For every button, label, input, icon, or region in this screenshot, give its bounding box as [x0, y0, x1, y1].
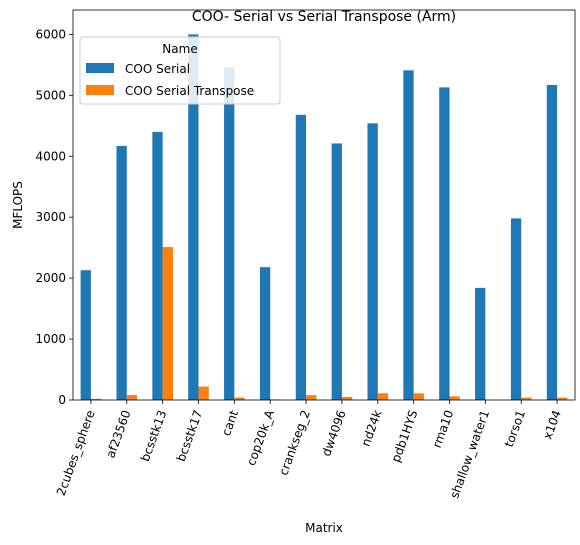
- y-tick-label: 2000: [35, 271, 66, 285]
- x-tick-label: 2cubes_sphere: [54, 408, 98, 497]
- x-tick-label: nd24k: [359, 408, 385, 448]
- y-tick-label: 3000: [35, 210, 66, 224]
- bar-coo-serial-transpose-bcsstk13: [162, 247, 173, 400]
- bar-coo-serial-transpose-rma10: [449, 396, 460, 400]
- y-tick-label: 1000: [35, 332, 66, 346]
- y-tick-label: 4000: [35, 149, 66, 163]
- bar-coo-serial-bcsstk13: [152, 131, 163, 400]
- bar-coo-serial-x104: [546, 84, 558, 400]
- x-tick-label: cant: [219, 408, 241, 438]
- bar-coo-serial-transpose-2cubes-sphere: [90, 398, 102, 400]
- bar-coo-serial-transpose-x104: [557, 397, 568, 400]
- bars: [80, 34, 568, 400]
- bar-coo-serial-transpose-af23560: [126, 395, 138, 400]
- bar-coo-serial-transpose-dw4096: [341, 396, 353, 400]
- y-axis: 0 1000 2000 3000 4000 5000 6000: [35, 27, 73, 407]
- chart-title: COO- Serial vs Serial Transpose (Arm): [192, 9, 456, 25]
- plot-frame: [72, 9, 576, 401]
- bar-coo-serial-transpose-pdb1hys: [413, 393, 424, 400]
- x-tick-label: dw4096: [319, 408, 349, 458]
- bar-coo-serial-dw4096: [331, 143, 342, 400]
- legend-label-coo-serial-transpose: COO Serial Transpose: [125, 84, 254, 98]
- x-tick-label: shallow_water1: [447, 408, 492, 500]
- x-tick-label: bcsstk13: [138, 408, 170, 463]
- x-tick-label: torso1: [502, 408, 528, 449]
- bar-coo-serial-transpose-nd24k: [377, 393, 389, 400]
- x-tick-label: af23560: [103, 408, 133, 460]
- bar-coo-serial-cant: [224, 67, 235, 400]
- legend: Name COO Serial COO Serial Transpose: [79, 36, 281, 105]
- x-axis: 2cubes_sphere af23560 bcsstk13 bcsstk17 cant…: [54, 400, 564, 500]
- x-tick-label: x104: [540, 408, 563, 441]
- x-tick-label: rma10: [430, 408, 457, 449]
- y-tick-label: 6000: [35, 27, 66, 41]
- x-tick-label: pdb1HYS: [389, 408, 421, 464]
- legend-swatch-coo-serial: [86, 63, 114, 73]
- bar-coo-serial-transpose-bcsstk17: [198, 386, 209, 400]
- y-tick-label: 0: [58, 393, 66, 407]
- x-tick-label: bcsstk17: [174, 408, 206, 463]
- bar-coo-serial-nd24k: [367, 123, 378, 400]
- legend-label-coo-serial: COO Serial: [125, 62, 190, 76]
- bar-coo-serial-shallow-water1: [475, 287, 486, 400]
- bar-coo-serial-bcsstk17: [188, 34, 199, 400]
- legend-box: [79, 36, 281, 105]
- bar-coo-serial-rma10: [439, 87, 450, 400]
- bar-coo-serial-2cubes-sphere: [80, 270, 91, 400]
- bar-coo-serial-pdb1hys: [403, 70, 414, 400]
- bar-coo-serial-transpose-crankseg-2: [306, 395, 317, 400]
- y-tick-label: 5000: [35, 88, 66, 102]
- bar-coo-serial-transpose-cant: [234, 397, 245, 400]
- bar-coo-serial-transpose-torso1: [521, 397, 532, 400]
- x-tick-label: crankseg_2: [276, 408, 313, 477]
- bar-coo-serial-cop20k-a: [259, 267, 271, 400]
- x-axis-label: Matrix: [305, 521, 343, 535]
- bar-coo-serial-crankseg-2: [295, 114, 307, 400]
- legend-title: Name: [162, 42, 197, 56]
- x-tick-label: cop20k_A: [244, 407, 277, 467]
- legend-swatch-coo-serial-transpose: [86, 85, 114, 95]
- y-axis-label: MFLOPS: [11, 181, 25, 229]
- bar-coo-serial-torso1: [510, 218, 522, 400]
- bar-coo-serial-af23560: [116, 145, 127, 400]
